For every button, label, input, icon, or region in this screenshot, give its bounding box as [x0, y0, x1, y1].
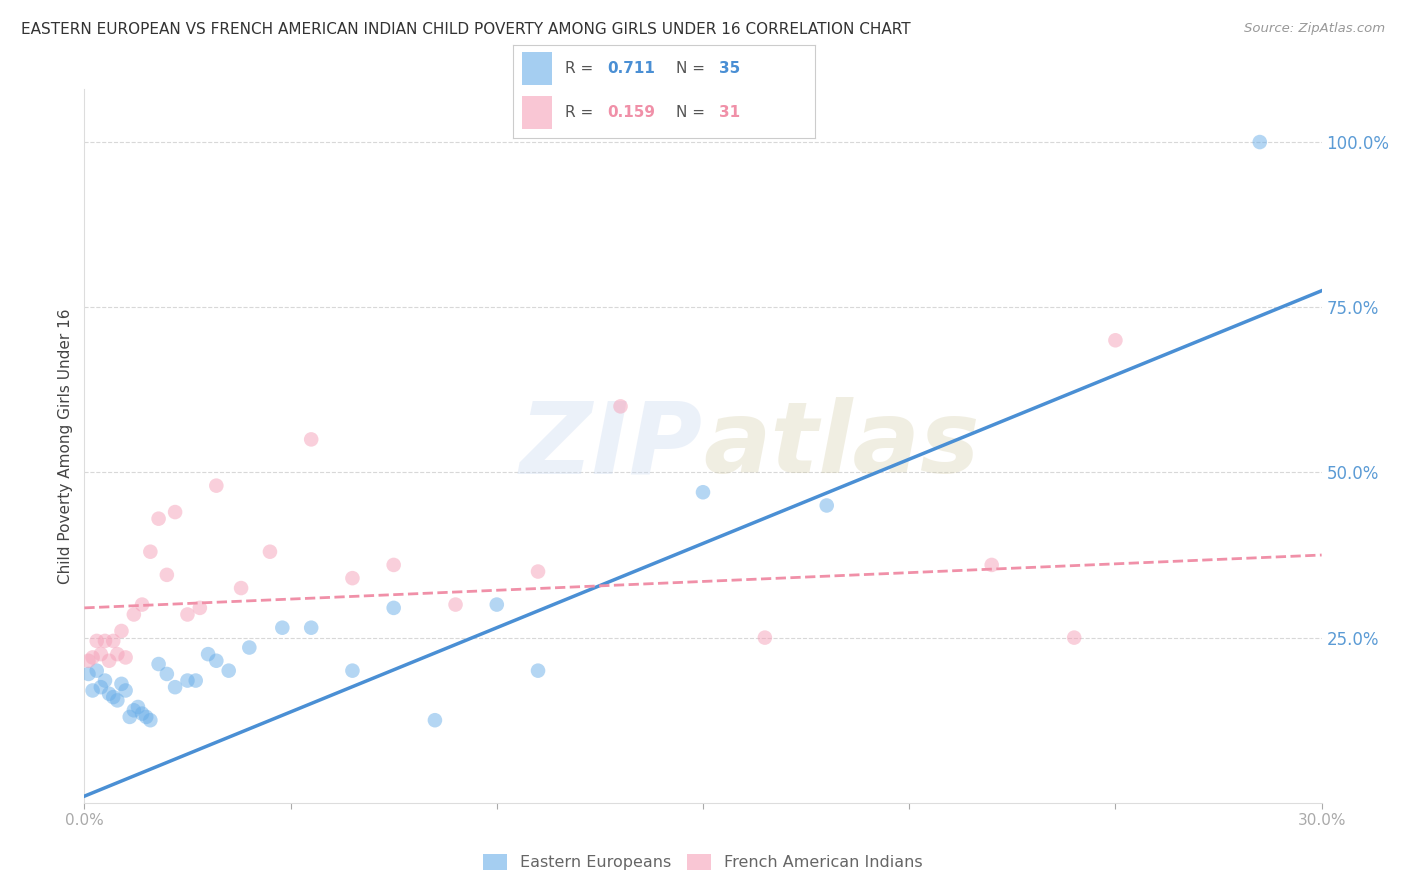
Point	[110, 624, 132, 638]
Point	[609, 400, 631, 414]
Text: EASTERN EUROPEAN VS FRENCH AMERICAN INDIAN CHILD POVERTY AMONG GIRLS UNDER 16 CO: EASTERN EUROPEAN VS FRENCH AMERICAN INDI…	[21, 22, 911, 37]
Text: 35: 35	[718, 61, 740, 76]
Text: ZIP: ZIP	[520, 398, 703, 494]
Point	[165, 505, 187, 519]
Y-axis label: Child Poverty Among Girls Under 16: Child Poverty Among Girls Under 16	[58, 309, 73, 583]
Text: N =: N =	[676, 61, 706, 76]
Point	[444, 598, 467, 612]
Point	[139, 545, 162, 559]
Point	[176, 673, 198, 688]
Point	[527, 664, 550, 678]
Text: N =: N =	[676, 105, 706, 120]
Text: R =: R =	[565, 61, 593, 76]
Point	[382, 558, 405, 572]
Point	[105, 693, 128, 707]
Point	[692, 485, 714, 500]
Point	[148, 511, 170, 525]
Text: 31: 31	[718, 105, 740, 120]
Point	[77, 667, 100, 681]
Point	[1104, 333, 1126, 347]
Point	[86, 634, 108, 648]
Point	[165, 680, 187, 694]
Point	[176, 607, 198, 622]
Point	[77, 654, 100, 668]
Point	[90, 680, 112, 694]
Point	[82, 683, 104, 698]
Point	[131, 598, 153, 612]
Point	[299, 433, 322, 447]
Point	[299, 621, 322, 635]
Point	[122, 703, 145, 717]
Point	[205, 654, 228, 668]
Point	[98, 654, 121, 668]
Point	[82, 650, 104, 665]
Point	[156, 567, 179, 582]
Text: 0.159: 0.159	[607, 105, 655, 120]
Point	[122, 607, 145, 622]
Text: 0.711: 0.711	[607, 61, 655, 76]
Point	[205, 478, 228, 492]
Legend: Eastern Europeans, French American Indians: Eastern Europeans, French American India…	[477, 848, 929, 877]
Point	[94, 673, 117, 688]
Point	[156, 667, 179, 681]
Point	[485, 598, 508, 612]
Point	[90, 647, 112, 661]
Point	[815, 499, 838, 513]
Point	[131, 706, 153, 721]
Point	[342, 664, 364, 678]
Point	[218, 664, 240, 678]
Text: atlas: atlas	[703, 398, 980, 494]
Point	[86, 664, 108, 678]
Bar	[522, 96, 553, 129]
Point	[127, 700, 149, 714]
Point	[118, 710, 141, 724]
Point	[229, 581, 252, 595]
Point	[103, 634, 125, 648]
Point	[259, 545, 281, 559]
Point	[238, 640, 260, 655]
Point	[103, 690, 125, 704]
Point	[98, 687, 121, 701]
Point	[980, 558, 1002, 572]
Point	[1063, 631, 1085, 645]
Point	[184, 673, 207, 688]
Point	[197, 647, 219, 661]
Point	[754, 631, 776, 645]
Point	[94, 634, 117, 648]
Point	[423, 713, 446, 727]
Point	[114, 683, 136, 698]
Point	[114, 650, 136, 665]
Point	[342, 571, 364, 585]
Point	[527, 565, 550, 579]
Point	[148, 657, 170, 671]
Point	[135, 710, 157, 724]
Point	[188, 600, 211, 615]
Point	[139, 713, 162, 727]
Text: Source: ZipAtlas.com: Source: ZipAtlas.com	[1244, 22, 1385, 36]
Text: R =: R =	[565, 105, 593, 120]
Point	[382, 600, 405, 615]
Point	[1249, 135, 1271, 149]
Point	[271, 621, 294, 635]
Point	[105, 647, 128, 661]
Point	[110, 677, 132, 691]
Bar	[522, 52, 553, 85]
